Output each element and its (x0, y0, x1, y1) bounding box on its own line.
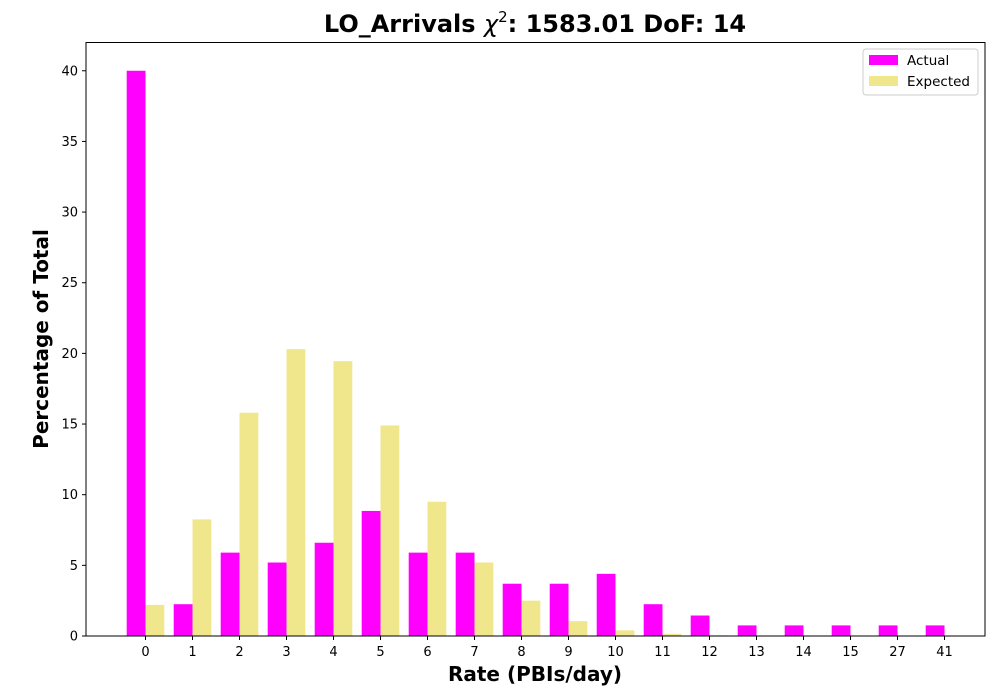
x-tick-label: 27 (889, 645, 906, 660)
y-tick-label: 5 (70, 559, 78, 574)
x-tick-label: 10 (607, 645, 624, 660)
legend: Actual Expected (862, 48, 979, 96)
x-tick-label: 9 (564, 645, 572, 660)
legend-label-actual: Actual (907, 53, 949, 69)
y-tick-label: 0 (70, 630, 78, 645)
bar-actual-11 (643, 604, 663, 636)
bar-expected-11 (662, 633, 682, 636)
x-tick-label: 0 (141, 645, 149, 660)
y-tick-label: 20 (61, 347, 78, 362)
y-tick-label: 10 (61, 488, 78, 503)
bar-actual-2 (220, 552, 240, 636)
bar-expected-9 (568, 621, 588, 636)
bar-actual-41 (925, 625, 945, 636)
x-tick-label: 1 (188, 645, 196, 660)
legend-swatch-actual (869, 55, 898, 65)
bar-expected-3 (286, 349, 306, 636)
bar-expected-1 (192, 519, 212, 636)
bar-expected-8 (521, 600, 541, 636)
x-tick-label: 2 (235, 645, 243, 660)
bar-actual-0 (126, 70, 146, 636)
y-axis-label: Percentage of Total (29, 229, 53, 449)
bar-expected-2 (239, 412, 259, 636)
x-tick-label: 15 (842, 645, 859, 660)
x-tick-label: 4 (329, 645, 337, 660)
bar-actual-3 (267, 562, 287, 636)
bar-actual-15 (831, 625, 851, 636)
bar-expected-10 (615, 630, 635, 636)
x-tick-label: 3 (282, 645, 290, 660)
plot-frame (85, 42, 986, 637)
x-tick-label: 7 (470, 645, 478, 660)
bar-actual-14 (784, 625, 804, 636)
bar-expected-5 (380, 425, 400, 636)
y-tick-label: 35 (61, 135, 78, 150)
y-tick-label: 40 (61, 64, 78, 79)
bar-actual-7 (455, 552, 475, 636)
x-tick-label: 8 (517, 645, 525, 660)
bar-actual-5 (361, 510, 381, 636)
bar-expected-6 (427, 501, 447, 636)
y-tick-label: 15 (61, 418, 78, 433)
x-tick-label: 6 (423, 645, 431, 660)
bar-actual-4 (314, 542, 334, 636)
bar-actual-1 (173, 604, 193, 636)
bar-actual-8 (502, 583, 522, 636)
bar-expected-4 (333, 361, 353, 636)
x-tick-label: 12 (701, 645, 718, 660)
legend-swatch-expected (869, 76, 898, 86)
bar-actual-12 (690, 615, 710, 636)
x-axis-label: Rate (PBIs/day) (448, 662, 622, 686)
chart-title: LO_Arrivals χ2: 1583.01 DoF: 14 (324, 8, 746, 38)
legend-label-expected: Expected (907, 74, 970, 90)
y-tick-label: 25 (61, 276, 78, 291)
bar-actual-27 (878, 625, 898, 636)
x-tick-label: 14 (795, 645, 812, 660)
bar-expected-7 (474, 562, 494, 636)
bar-expected-0 (145, 604, 165, 636)
bar-actual-9 (549, 583, 569, 636)
x-tick-label: 13 (748, 645, 765, 660)
y-tick-label: 30 (61, 206, 78, 221)
bar-actual-6 (408, 552, 428, 636)
bar-actual-10 (596, 573, 616, 636)
x-tick-label: 11 (654, 645, 671, 660)
bar-actual-13 (737, 625, 757, 636)
x-tick-label: 41 (936, 645, 953, 660)
x-tick-label: 5 (376, 645, 384, 660)
